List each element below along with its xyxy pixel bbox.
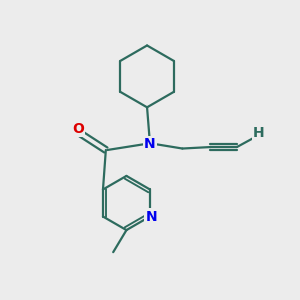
Text: H: H xyxy=(253,126,264,140)
Text: N: N xyxy=(144,137,156,151)
Text: N: N xyxy=(146,209,157,224)
Text: O: O xyxy=(73,122,84,136)
